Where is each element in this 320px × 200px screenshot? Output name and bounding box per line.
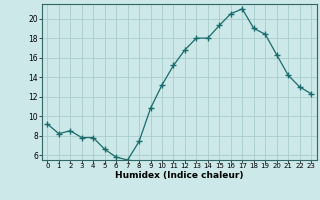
X-axis label: Humidex (Indice chaleur): Humidex (Indice chaleur) xyxy=(115,171,244,180)
